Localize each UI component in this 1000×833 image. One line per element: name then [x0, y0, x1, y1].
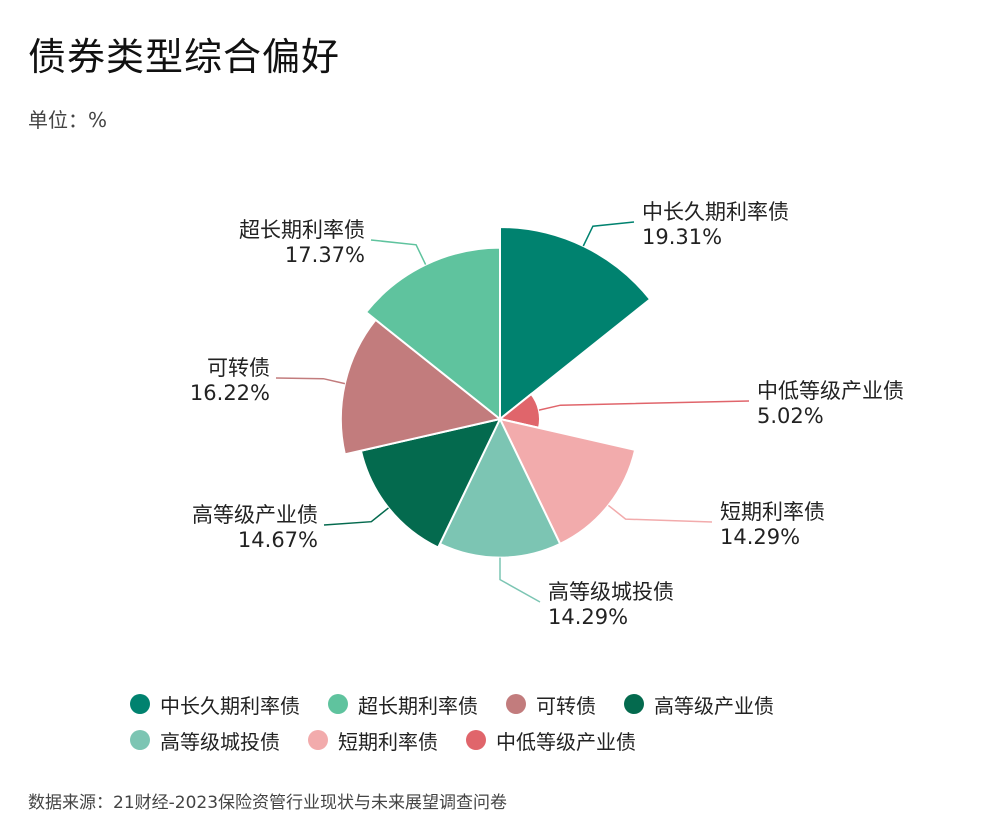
slice-value-label: 14.29% [720, 525, 800, 549]
legend-label: 可转债 [536, 693, 596, 718]
slice-4[interactable] [438, 416, 562, 559]
legend-dot-icon [308, 730, 328, 750]
legend-item[interactable]: 超长期利率债 [328, 692, 478, 718]
slice-name-label: 超长期利率债 [239, 218, 365, 242]
legend-label: 中长久期利率债 [160, 693, 300, 718]
leader-line-4 [499, 557, 541, 603]
legend-dot-icon [130, 730, 150, 750]
leader-line-3 [607, 504, 713, 523]
legend-item[interactable]: 短期利率债 [308, 728, 438, 754]
chart-title: 债券类型综合偏好 [28, 35, 341, 79]
slice-name-label: 高等级产业债 [192, 503, 318, 527]
legend-dot-icon [466, 730, 486, 750]
leader-line-2 [538, 400, 750, 411]
legend-label: 高等级产业债 [654, 693, 774, 718]
unit-label: 单位：% [28, 108, 108, 132]
slice-5[interactable] [359, 417, 502, 549]
slice-labels: 中长久期利率债19.31%中低等级产业债5.02%短期利率债14.29%高等级城… [190, 200, 904, 629]
source-note: 数据来源：21财经-2023保险资管行业现状与未来展望调查问卷 [28, 793, 508, 813]
leader-line-6 [275, 377, 346, 385]
slice-name-label: 高等级城投债 [548, 580, 674, 604]
legend-item[interactable]: 高等级产业债 [624, 692, 774, 718]
legend-dot-icon [624, 694, 644, 714]
slice-1[interactable] [499, 225, 652, 422]
slice-value-label: 17.37% [285, 243, 365, 267]
slice-3[interactable] [498, 417, 637, 546]
legend-dot-icon [506, 694, 526, 714]
legend-label: 中低等级产业债 [496, 729, 636, 754]
leader-line-5 [323, 507, 389, 526]
legend-label: 高等级城投债 [160, 729, 280, 754]
legend-item[interactable]: 中低等级产业债 [466, 728, 636, 754]
slice-value-label: 16.22% [190, 381, 270, 405]
leader-lines [275, 221, 750, 603]
slice-value-label: 5.02% [757, 404, 824, 428]
legend-label: 短期利率债 [338, 729, 438, 754]
legend-item[interactable]: 中长久期利率债 [130, 692, 300, 718]
leader-line-1 [582, 221, 635, 247]
slice-value-label: 14.67% [238, 528, 318, 552]
legend-dot-icon [130, 694, 150, 714]
slice-value-label: 19.31% [642, 225, 722, 249]
slice-7[interactable] [364, 246, 501, 422]
legend: 中长久期利率债 超长期利率债 可转债 高等级产业债高等级城投债 短期利率债 中低等级产业债 [130, 692, 910, 754]
legend-dot-icon [328, 694, 348, 714]
rose-slices [339, 225, 652, 559]
legend-item[interactable]: 高等级城投债 [130, 728, 280, 754]
rose-chart: 中长久期利率债19.31%中低等级产业债5.02%短期利率债14.29%高等级城… [190, 200, 904, 629]
slice-name-label: 中低等级产业债 [757, 379, 904, 403]
leader-line-7 [370, 239, 427, 265]
slice-value-label: 14.29% [548, 605, 628, 629]
legend-item[interactable]: 可转债 [506, 692, 596, 718]
slice-name-label: 短期利率债 [720, 500, 825, 524]
legend-label: 超长期利率债 [358, 693, 478, 718]
slice-name-label: 中长久期利率债 [642, 200, 789, 224]
slice-name-label: 可转债 [207, 356, 270, 380]
